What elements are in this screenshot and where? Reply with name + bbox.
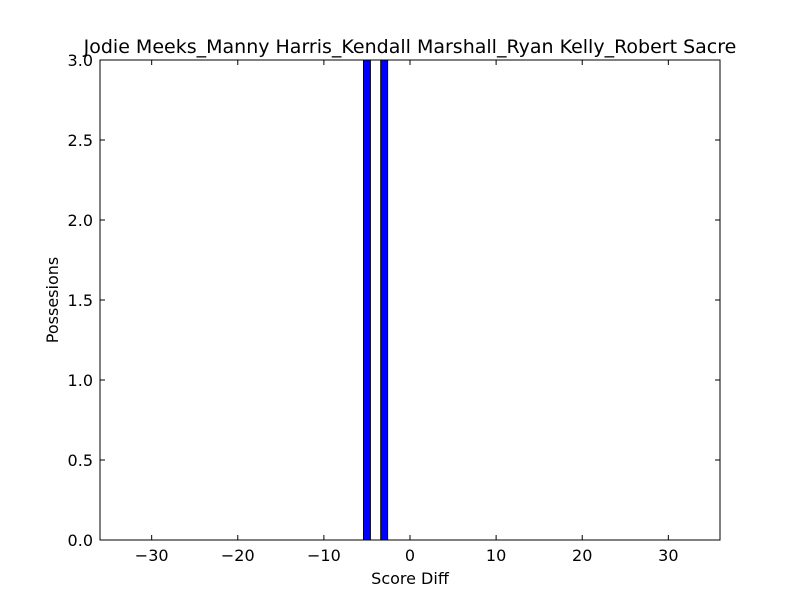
y-tick-label: 0.0	[68, 531, 93, 550]
x-tick-label: −10	[307, 546, 341, 565]
x-tick-label: −20	[221, 546, 255, 565]
ticks-group	[100, 59, 720, 541]
y-tick-label: 2.5	[68, 131, 93, 150]
chart-title: Jodie Meeks_Manny Harris_Kendall Marshal…	[83, 36, 737, 58]
x-tick-label: 30	[658, 546, 678, 565]
y-tick-label: 0.5	[68, 451, 93, 470]
y-tick-label: 3.0	[68, 51, 93, 70]
plot-area	[100, 60, 720, 540]
y-tick-label: 1.0	[68, 371, 93, 390]
y-tick-label: 2.0	[68, 211, 93, 230]
x-tick-label: 10	[486, 546, 506, 565]
x-tick-label: 0	[405, 546, 415, 565]
tick-labels-group: −30 −20 −10 0 10 20 30 0.0 0.5 1.0 1.5 2.0 2.5 3.0	[68, 51, 679, 565]
y-axis-label: Possesions	[43, 257, 62, 343]
y-tick-label: 1.5	[68, 291, 93, 310]
x-tick-label: 20	[572, 546, 592, 565]
bar--5	[363, 59, 371, 541]
x-tick-label: −30	[135, 546, 169, 565]
x-axis-label: Score Diff	[371, 569, 450, 588]
bar--3	[380, 59, 389, 541]
plot-frame	[99, 59, 721, 541]
